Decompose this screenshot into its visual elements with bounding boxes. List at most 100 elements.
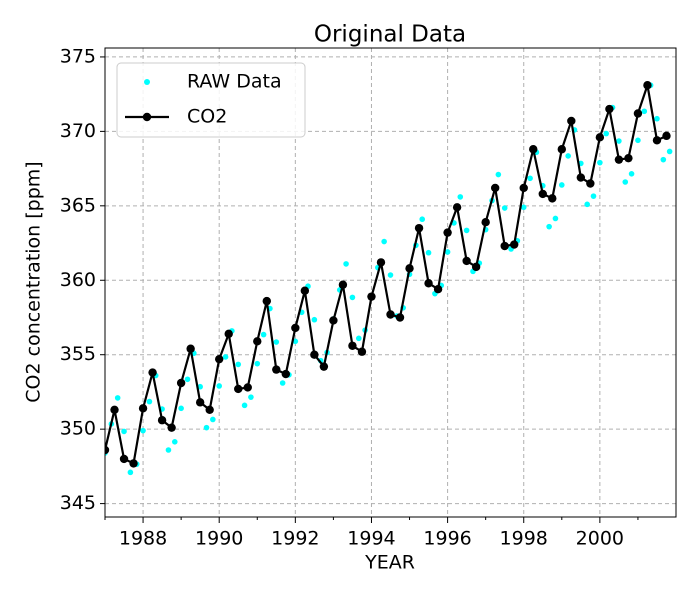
line-marker [110, 405, 119, 414]
line-marker [624, 153, 633, 163]
raw-point [590, 193, 597, 199]
raw-point [501, 205, 508, 211]
raw-point [311, 316, 318, 323]
raw-point [114, 395, 121, 401]
y-tick-label: 375 [60, 45, 96, 67]
line-marker [633, 109, 643, 118]
legend-label: CO2 [187, 106, 227, 128]
x-tick-label: 1990 [195, 528, 243, 550]
raw-point [178, 405, 184, 412]
line-marker [262, 296, 271, 306]
y-tick-label: 365 [60, 194, 96, 216]
line-marker [291, 323, 300, 333]
line-marker [395, 313, 405, 322]
line-marker [234, 384, 243, 394]
plot-frame [104, 47, 677, 518]
y-tick-label: 345 [60, 492, 96, 514]
y-tick-label: 370 [60, 120, 96, 142]
raw-point [254, 360, 261, 367]
line-marker [652, 136, 662, 145]
raw-point [222, 354, 229, 360]
x-tick-label: 1992 [271, 528, 319, 550]
line-marker [348, 341, 357, 350]
raw-point [343, 261, 349, 267]
raw-point [419, 216, 426, 223]
raw-point [349, 294, 356, 301]
raw-point [565, 153, 571, 159]
line-marker [519, 183, 528, 193]
raw-point [165, 447, 172, 453]
line-marker [662, 131, 671, 141]
raw-point [387, 272, 394, 278]
raw-point [381, 238, 387, 245]
raw-point [622, 179, 629, 185]
raw-point [527, 175, 533, 182]
raw-point [184, 376, 191, 383]
line-marker [215, 354, 224, 364]
line-marker [614, 155, 624, 164]
line-marker [557, 145, 566, 154]
raw-point [597, 159, 603, 166]
line-marker [414, 223, 424, 233]
x-tick-label: 1994 [347, 528, 395, 550]
line-marker [386, 310, 395, 319]
line-marker [452, 203, 462, 212]
raw-point [552, 215, 559, 222]
raw-point [457, 194, 464, 200]
raw-point [121, 428, 127, 435]
line-marker [176, 378, 186, 388]
raw-point [444, 249, 451, 255]
line-marker [319, 362, 329, 371]
line-marker [129, 459, 138, 468]
line-marker [643, 81, 652, 90]
y-tick-label: 360 [60, 269, 96, 291]
y-axis-label: CO2 concentration [ppm] [23, 161, 45, 402]
y-tick-label: 355 [60, 343, 96, 365]
raw-point [616, 138, 622, 144]
line-marker [529, 145, 538, 154]
line-marker [595, 133, 605, 142]
line-marker [205, 405, 214, 414]
legend-marker [142, 112, 152, 122]
plot [105, 81, 673, 476]
legend-box [116, 62, 306, 138]
line [105, 84, 667, 466]
line-marker [243, 383, 252, 392]
line-marker [576, 173, 586, 182]
raw-point [495, 171, 502, 178]
line-marker [105, 445, 110, 455]
line-marker [224, 329, 233, 339]
chart-title: Original Data [314, 22, 466, 48]
x-tick-label: 1998 [500, 528, 548, 550]
raw-point [666, 148, 673, 155]
x-tick-label: 2000 [576, 528, 624, 550]
raw-point [584, 201, 590, 208]
raw-point [210, 416, 216, 423]
line-marker [338, 280, 348, 289]
raw-point [273, 339, 280, 345]
x-tick-label: 1996 [423, 528, 471, 550]
line-marker [138, 404, 148, 413]
raw-point [635, 137, 641, 144]
raw-point [641, 108, 648, 115]
line-marker [119, 454, 129, 464]
line-marker [148, 368, 157, 377]
raw-point [654, 115, 660, 122]
legend-label: RAW Data [187, 71, 282, 93]
raw-point [235, 361, 242, 368]
line-marker [157, 416, 167, 425]
line-marker [490, 183, 500, 193]
line-marker [443, 228, 452, 237]
line-marker [510, 240, 519, 249]
line-marker [462, 256, 471, 266]
raw-point [628, 171, 635, 177]
line-marker [300, 286, 310, 295]
line-marker [367, 292, 376, 301]
line-marker [310, 350, 319, 359]
raw-point [260, 331, 267, 338]
raw-point [197, 383, 203, 390]
line-marker [376, 258, 386, 267]
raw-point [463, 227, 470, 234]
x-axis-label: YEAR [364, 552, 415, 574]
